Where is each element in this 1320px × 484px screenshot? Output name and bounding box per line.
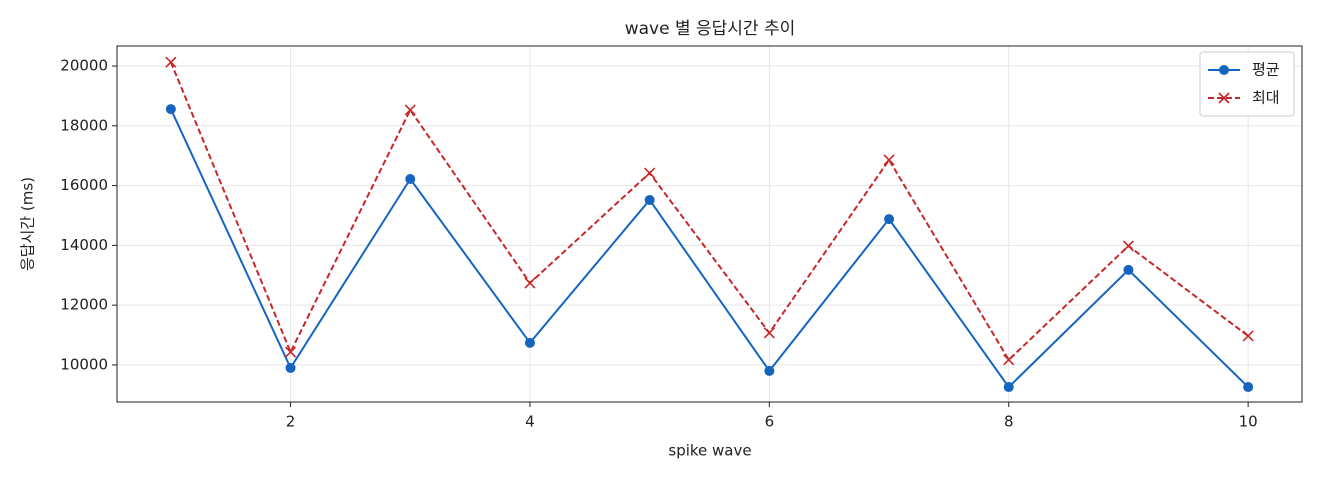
marker bbox=[165, 104, 176, 115]
marker bbox=[644, 167, 656, 179]
series-line bbox=[169, 61, 1249, 362]
marker bbox=[884, 214, 895, 225]
marker bbox=[165, 56, 177, 68]
marker-shape bbox=[284, 346, 297, 358]
marker bbox=[285, 362, 296, 373]
y-axis-label: 응답시간 (ms) bbox=[19, 177, 37, 271]
marker bbox=[1123, 264, 1134, 275]
legend-box bbox=[1199, 51, 1295, 117]
marker-shape bbox=[1219, 65, 1229, 75]
marker-shape bbox=[883, 154, 895, 166]
x-tick-label: 2 bbox=[286, 413, 296, 431]
marker bbox=[763, 327, 775, 339]
marker-shape bbox=[524, 277, 536, 289]
y-tick-label: 12000 bbox=[60, 296, 108, 314]
y-tick-label: 20000 bbox=[60, 57, 108, 75]
marker bbox=[1242, 330, 1254, 342]
x-tick-label: 4 bbox=[525, 413, 535, 431]
marker-shape bbox=[1242, 330, 1254, 342]
marker bbox=[1243, 382, 1254, 393]
y-tick-label: 10000 bbox=[60, 355, 108, 373]
legend-marker bbox=[1218, 92, 1230, 104]
marker-shape bbox=[404, 104, 416, 116]
legend-marker bbox=[1219, 65, 1229, 75]
x-tick-label: 8 bbox=[1004, 413, 1014, 431]
marker bbox=[1122, 240, 1135, 252]
marker-shape bbox=[1122, 240, 1135, 252]
marker-shape bbox=[1218, 92, 1230, 104]
y-tick-label: 18000 bbox=[60, 116, 108, 134]
marker bbox=[284, 346, 297, 358]
y-tick-label: 14000 bbox=[60, 236, 108, 254]
plot-frame bbox=[116, 45, 1303, 403]
marker bbox=[524, 337, 535, 348]
y-tick-label: 16000 bbox=[60, 176, 108, 194]
marker bbox=[404, 104, 416, 116]
x-tick-label: 10 bbox=[1239, 413, 1258, 431]
x-axis-label: spike wave bbox=[668, 442, 751, 460]
marker-shape bbox=[644, 167, 656, 179]
marker bbox=[1003, 354, 1015, 366]
marker bbox=[405, 174, 416, 185]
marker bbox=[764, 365, 775, 376]
marker-shape bbox=[763, 327, 775, 339]
x-tick-label: 6 bbox=[765, 413, 775, 431]
marker bbox=[1003, 382, 1014, 393]
marker bbox=[524, 277, 536, 289]
chart-title: wave 별 응답시간 추이 bbox=[625, 19, 796, 39]
series-line bbox=[169, 108, 1249, 389]
legend-label: 최대 bbox=[1252, 89, 1280, 107]
marker-shape bbox=[165, 56, 177, 68]
marker-shape bbox=[1003, 354, 1015, 366]
marker bbox=[883, 154, 895, 166]
marker bbox=[644, 194, 655, 205]
legend-label: 평균 bbox=[1252, 61, 1280, 79]
